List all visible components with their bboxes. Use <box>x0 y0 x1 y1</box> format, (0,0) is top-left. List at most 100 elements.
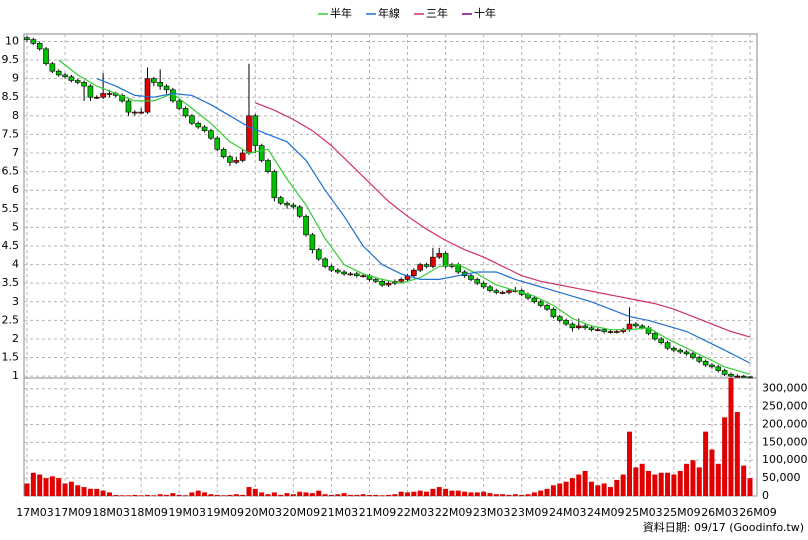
volume-bar <box>449 490 455 496</box>
ma-line <box>96 78 751 364</box>
y2-tick-label: 300,000 <box>762 382 808 395</box>
candle-body <box>315 249 322 260</box>
volume-bar <box>360 494 366 496</box>
x-tick-label: 22M09 <box>435 506 473 519</box>
volume-bar <box>703 431 709 496</box>
y2-tick-label: 250,000 <box>762 400 808 413</box>
volume-bar <box>557 483 563 496</box>
volume-bar <box>373 494 379 496</box>
candle-body <box>81 82 87 87</box>
volume-bar <box>544 488 550 496</box>
candle-body <box>683 351 690 355</box>
volume-bar <box>436 487 442 496</box>
x-tick-label: 26M09 <box>739 506 777 519</box>
candle-body <box>347 273 354 276</box>
volume-bar <box>677 470 683 496</box>
volume-bar <box>481 491 487 496</box>
candle-body <box>163 85 170 91</box>
volume-bar <box>462 491 468 496</box>
candle-body <box>537 301 544 306</box>
candle-body <box>468 275 474 280</box>
volume-bar <box>519 494 525 496</box>
y-tick-label: 10 <box>5 34 19 47</box>
y-tick-label: 9 <box>12 72 19 85</box>
candle-body <box>189 115 195 124</box>
candle-body <box>43 48 49 65</box>
x-tick-label: 24M03 <box>549 506 587 519</box>
volume-bar <box>474 492 480 496</box>
candle-body <box>652 333 658 340</box>
volume-bar <box>576 474 582 496</box>
candle-body <box>201 126 208 131</box>
x-tick-label: 23M03 <box>473 506 511 519</box>
volume-bar <box>113 494 119 496</box>
y-tick-label: 7.5 <box>2 127 20 140</box>
volume-bar <box>214 494 220 496</box>
volume-bar <box>271 492 277 496</box>
volume-bar <box>538 490 544 496</box>
y-tick-label: 3.5 <box>2 276 20 289</box>
volume-bar <box>309 493 315 496</box>
footer: 資料日期: 09/17 (Goodinfo.tw) <box>643 520 804 534</box>
volume-bar <box>722 417 728 496</box>
candle-body <box>728 373 734 377</box>
volume-bar <box>525 494 531 496</box>
volume-bar <box>671 474 677 496</box>
y-tick-label: 9.5 <box>2 53 20 66</box>
candle-body <box>734 375 741 378</box>
x-tick-label: 26M03 <box>701 506 739 519</box>
volume-bar <box>417 490 423 496</box>
volume-bar <box>652 474 658 496</box>
candle-body <box>214 137 221 150</box>
candle-body <box>68 76 75 81</box>
volume-bar <box>252 488 258 496</box>
volume-bar <box>734 411 740 496</box>
x-tick-label: 19M09 <box>207 506 245 519</box>
candle-body <box>588 327 595 330</box>
candle-body <box>626 323 633 330</box>
candle-body <box>271 171 278 198</box>
volume-bar <box>455 490 461 496</box>
volume-bar <box>658 472 664 496</box>
candle-body <box>100 93 106 98</box>
volume-bar <box>633 467 639 496</box>
y2-tick-label: 200,000 <box>762 417 808 430</box>
candle-body <box>556 316 563 321</box>
volume-bar <box>424 491 430 496</box>
volume-bar <box>379 495 385 496</box>
volume-bar <box>265 494 271 496</box>
volume-bar <box>614 479 620 496</box>
candle-body <box>658 338 665 343</box>
x-tick-label: 24M09 <box>587 506 625 519</box>
volume-bar <box>221 495 227 496</box>
candle-body <box>106 93 113 95</box>
candle-body <box>176 100 183 109</box>
candle-body <box>30 39 37 44</box>
candle-body <box>24 37 30 40</box>
volume-bar <box>588 481 594 496</box>
x-tick-label: 21M09 <box>359 506 397 519</box>
candle-body <box>398 279 404 282</box>
volume-bar <box>322 494 328 496</box>
volume-bar <box>728 378 734 496</box>
candle-body <box>284 202 290 206</box>
volume-bar <box>620 474 626 496</box>
volume-bar <box>132 494 138 496</box>
volume-bar <box>125 495 131 496</box>
volume-bar <box>563 481 569 496</box>
candle-body <box>246 115 252 154</box>
x-tick-label: 25M09 <box>663 506 701 519</box>
candle-body <box>151 78 157 83</box>
candle-body <box>664 342 671 349</box>
candle-body <box>563 320 569 325</box>
candle-body <box>709 364 715 368</box>
volume-bar <box>398 491 404 496</box>
candle-body <box>309 234 316 250</box>
volume-bar <box>290 494 296 496</box>
volume-bar <box>138 495 144 496</box>
volume-bar <box>607 487 613 496</box>
candle-body <box>360 275 366 278</box>
y-tick-label: 7 <box>12 146 19 159</box>
candle-body <box>550 308 557 317</box>
